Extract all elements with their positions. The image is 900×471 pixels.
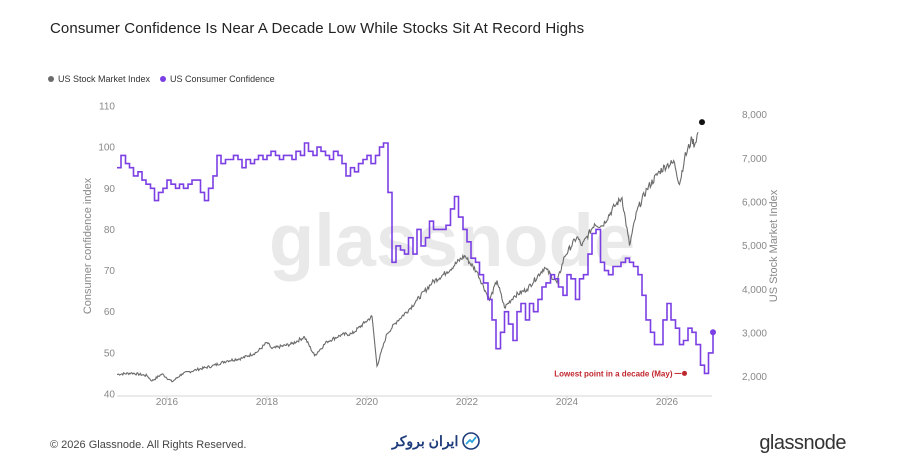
- x-axis: 2016 2018 2020 2022 2024 2026: [156, 396, 679, 408]
- x-tick-label: 2024: [556, 397, 579, 408]
- y-left-tick-label: 90: [104, 184, 116, 195]
- series-end-dot-confidence[interactable]: [710, 329, 716, 336]
- y-right-tick-label: 2,000: [742, 372, 767, 383]
- y-left-tick-label: 60: [104, 307, 116, 318]
- x-tick-label: 2016: [156, 397, 179, 408]
- chart-growth-icon: [462, 432, 481, 450]
- legend-item-confidence[interactable]: US Consumer Confidence: [160, 74, 275, 84]
- y-right-tick-label: 5,000: [742, 241, 767, 252]
- y-left-axis: 40 50 60 70 80 90 100 110: [98, 102, 115, 401]
- copyright-text: © 2026 Glassnode. All Rights Reserved.: [50, 439, 247, 451]
- annotation-label: Lowest point in a decade (May): [554, 369, 673, 378]
- x-tick-label: 2020: [356, 397, 379, 408]
- partner-logo: ایران بروکر: [392, 432, 481, 450]
- y-left-tick-label: 70: [104, 266, 116, 277]
- y-right-tick-label: 6,000: [742, 198, 767, 209]
- chart-title: Consumer Confidence Is Near A Decade Low…: [50, 20, 585, 37]
- y-left-tick-label: 40: [104, 390, 116, 401]
- y-left-tick-label: 80: [104, 225, 116, 236]
- y-left-tick-label: 50: [104, 348, 116, 359]
- y-left-tick-label: 110: [99, 102, 115, 113]
- legend-label-stock: US Stock Market Index: [58, 74, 151, 84]
- y-left-axis-label: Consumer confidence index: [82, 177, 94, 314]
- y-right-tick-label: 7,000: [742, 154, 767, 165]
- annotation-marker: [682, 370, 687, 376]
- y-right-tick-label: 3,000: [742, 328, 767, 339]
- x-tick-label: 2018: [256, 397, 279, 408]
- series-line-stock: [116, 132, 699, 383]
- y-left-tick-label: 100: [98, 143, 115, 154]
- brand-logo: glassnode: [759, 432, 846, 454]
- x-tick-label: 2022: [456, 397, 479, 408]
- chart-legend: US Stock Market Index US Consumer Confid…: [48, 74, 275, 84]
- x-tick-label: 2026: [656, 397, 679, 408]
- legend-swatch-confidence: [160, 76, 167, 82]
- legend-item-stock[interactable]: US Stock Market Index: [48, 74, 150, 84]
- series-line-confidence: [117, 142, 714, 375]
- legend-swatch-stock: [48, 76, 54, 82]
- y-right-tick-label: 4,000: [742, 285, 767, 296]
- series-end-dot-stock[interactable]: [699, 119, 705, 126]
- y-right-axis: 2,000 3,000 4,000 5,000 6,000 7,000 8,000: [742, 110, 767, 383]
- partner-logo-text: ایران بروکر: [392, 432, 459, 449]
- y-right-tick-label: 8,000: [742, 110, 767, 121]
- y-right-axis-label: US Stock Market Index: [768, 189, 780, 302]
- legend-label-confidence: US Consumer Confidence: [170, 74, 275, 84]
